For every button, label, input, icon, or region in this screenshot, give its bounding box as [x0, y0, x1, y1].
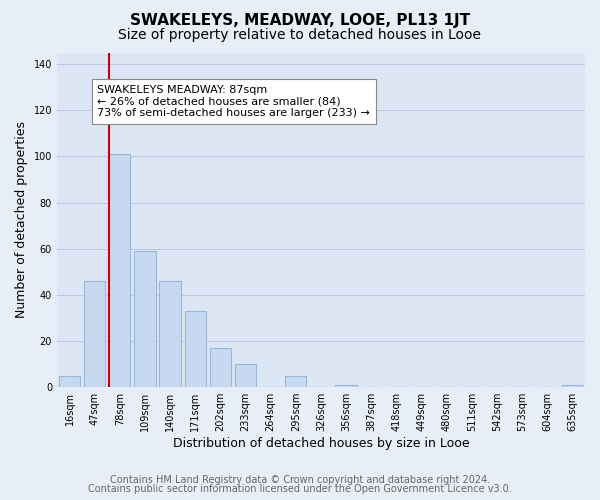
Text: SWAKELEYS, MEADWAY, LOOE, PL13 1JT: SWAKELEYS, MEADWAY, LOOE, PL13 1JT [130, 12, 470, 28]
Bar [185, 311, 206, 387]
Text: Contains HM Land Registry data © Crown copyright and database right 2024.: Contains HM Land Registry data © Crown c… [110, 475, 490, 485]
Bar [209, 348, 231, 387]
Bar [335, 385, 357, 387]
Bar [285, 376, 307, 387]
Text: Size of property relative to detached houses in Looe: Size of property relative to detached ho… [119, 28, 482, 42]
Bar [59, 376, 80, 387]
Bar [235, 364, 256, 387]
Bar [109, 154, 130, 387]
Text: Contains public sector information licensed under the Open Government Licence v3: Contains public sector information licen… [88, 484, 512, 494]
Bar [84, 281, 106, 387]
X-axis label: Distribution of detached houses by size in Looe: Distribution of detached houses by size … [173, 437, 469, 450]
Bar [160, 281, 181, 387]
Bar [134, 251, 155, 387]
Text: SWAKELEYS MEADWAY: 87sqm
← 26% of detached houses are smaller (84)
73% of semi-d: SWAKELEYS MEADWAY: 87sqm ← 26% of detach… [97, 85, 370, 118]
Y-axis label: Number of detached properties: Number of detached properties [15, 122, 28, 318]
Bar [562, 385, 583, 387]
